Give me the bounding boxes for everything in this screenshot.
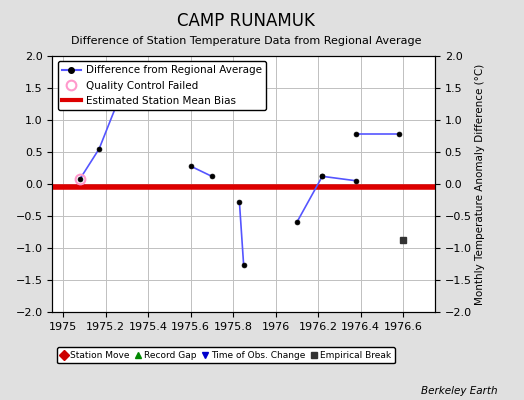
Text: Berkeley Earth: Berkeley Earth bbox=[421, 386, 498, 396]
Y-axis label: Monthly Temperature Anomaly Difference (°C): Monthly Temperature Anomaly Difference (… bbox=[475, 63, 485, 305]
Text: CAMP RUNAMUK: CAMP RUNAMUK bbox=[177, 12, 315, 30]
Text: Difference of Station Temperature Data from Regional Average: Difference of Station Temperature Data f… bbox=[71, 36, 421, 46]
Legend: Station Move, Record Gap, Time of Obs. Change, Empirical Break: Station Move, Record Gap, Time of Obs. C… bbox=[57, 347, 395, 364]
